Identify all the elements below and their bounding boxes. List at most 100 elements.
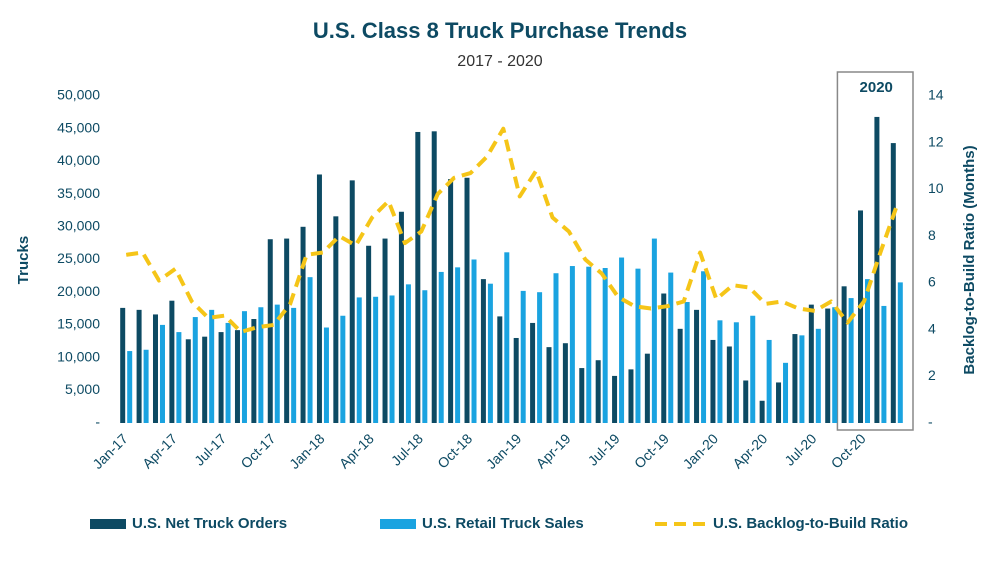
bar — [743, 380, 749, 423]
bar — [438, 271, 444, 423]
bar — [373, 296, 379, 423]
x-tick-label: Apr-20 — [729, 430, 770, 471]
bar — [586, 266, 592, 423]
bar — [497, 316, 503, 423]
bar — [192, 317, 198, 423]
y2-tick-label: 8 — [928, 227, 936, 243]
bar — [750, 315, 756, 423]
ratio-line — [125, 126, 899, 334]
bar — [661, 293, 667, 423]
legend-label: U.S. Backlog-to-Build Ratio — [713, 515, 908, 532]
bar — [356, 297, 362, 423]
bar — [152, 314, 158, 423]
y-tick-label: 50,000 — [57, 87, 100, 103]
y2-tick-label: 12 — [928, 133, 944, 149]
bar — [120, 307, 126, 423]
bar — [225, 322, 231, 423]
bar — [701, 271, 707, 423]
bar — [776, 382, 782, 423]
y-tick-label: - — [95, 414, 100, 430]
legend-label: U.S. Retail Truck Sales — [422, 515, 584, 532]
bar — [349, 180, 355, 423]
x-tick-label: Jan-19 — [483, 430, 525, 472]
bar — [513, 337, 519, 423]
bar — [127, 351, 133, 423]
bar — [448, 179, 454, 423]
bar — [858, 210, 864, 423]
x-tick-label: Oct-20 — [828, 430, 869, 471]
y-tick-label: 35,000 — [57, 185, 100, 201]
bar — [323, 327, 329, 423]
bar — [185, 339, 191, 423]
bar — [694, 309, 700, 423]
bar — [644, 353, 650, 423]
bar — [398, 211, 404, 423]
y-tick-label: 45,000 — [57, 119, 100, 135]
x-tick-label: Jan-20 — [680, 430, 722, 472]
x-tick-label: Oct-17 — [237, 430, 278, 471]
bar — [480, 279, 486, 423]
highlight-box — [836, 71, 914, 431]
bar — [668, 272, 674, 423]
bar — [291, 307, 297, 423]
bar — [176, 332, 182, 423]
x-tick-label: Jul-20 — [781, 430, 819, 468]
bar — [710, 339, 716, 423]
chart-subtitle: 2017 - 2020 — [457, 53, 543, 70]
x-tick-label: Jul-17 — [191, 430, 229, 468]
bar — [455, 267, 461, 423]
bar — [799, 335, 805, 423]
x-tick-label: Oct-19 — [631, 430, 672, 471]
bar — [546, 347, 552, 423]
x-tick-label: Jan-17 — [89, 430, 131, 472]
bar — [651, 238, 657, 423]
bar — [815, 328, 821, 423]
bar — [825, 308, 831, 423]
bar — [382, 238, 388, 423]
bar — [169, 300, 175, 423]
bar — [848, 298, 854, 423]
legend-label: U.S. Net Truck Orders — [132, 515, 287, 532]
bar — [258, 307, 264, 423]
bar — [881, 305, 887, 423]
bar — [464, 177, 470, 423]
bar — [143, 349, 149, 423]
bar — [300, 226, 306, 423]
y-tick-label: 10,000 — [57, 348, 100, 364]
bar — [234, 330, 240, 423]
y2-tick-label: 4 — [928, 320, 936, 336]
y2-axis-title: Backlog-to-Build Ratio (Months) — [961, 145, 978, 374]
bar — [766, 339, 772, 423]
bar — [569, 266, 575, 423]
x-tick-label: Jul-19 — [585, 430, 623, 468]
bar — [202, 336, 208, 423]
bar — [284, 238, 290, 423]
bar — [562, 343, 568, 423]
bar — [537, 292, 543, 423]
bar — [333, 216, 339, 423]
bar — [841, 286, 847, 423]
bar — [241, 311, 247, 423]
bar — [890, 143, 896, 423]
bar — [530, 322, 536, 423]
bar — [366, 245, 372, 423]
bar — [431, 131, 437, 424]
bar — [274, 304, 280, 423]
bar — [415, 131, 421, 423]
x-tick-label: Oct-18 — [434, 430, 475, 471]
bar — [602, 268, 608, 423]
x-tick-label: Jul-18 — [388, 430, 426, 468]
bar — [553, 273, 559, 423]
legend-swatch — [90, 519, 126, 529]
x-tick-label: Apr-17 — [139, 430, 180, 471]
bar — [340, 315, 346, 423]
bar — [579, 368, 585, 423]
y2-tick-label: 14 — [928, 87, 944, 103]
bar — [865, 279, 871, 423]
bar — [316, 174, 322, 423]
y-tick-label: 40,000 — [57, 152, 100, 168]
bar — [251, 319, 257, 423]
y-tick-label: 30,000 — [57, 218, 100, 234]
bar — [612, 375, 618, 423]
bar — [635, 268, 641, 423]
